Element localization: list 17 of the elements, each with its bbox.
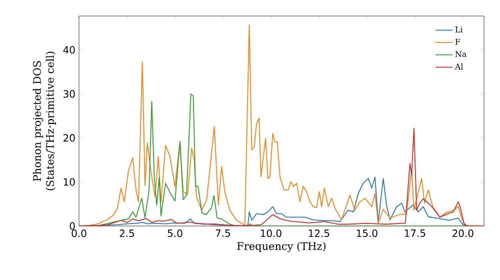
x-tick-label: 7.5	[216, 230, 230, 237]
y-tick-label: 20	[64, 134, 75, 142]
y-tick-label: 40	[63, 46, 75, 54]
x-tick-label: 15.0	[356, 230, 378, 238]
x-tick-label: 17.5	[404, 230, 426, 237]
y-tick-label: 30	[64, 90, 75, 98]
x-tick-label: 5.0	[168, 230, 182, 238]
x-tick-label: 12.5	[308, 230, 330, 238]
x-tick-label: 0.0	[72, 230, 86, 238]
y-axis-title: Phonon projected DOS (States/THz·primitive cell)	[32, 52, 56, 190]
y-tick-label: 0	[70, 222, 75, 230]
x-tick-label: 2.5	[120, 230, 134, 238]
line-series	[79, 128, 484, 226]
y-tick-label: 10	[64, 178, 75, 186]
x-tick-label: 10.0	[260, 230, 282, 238]
x-axis-title: Frequency (THz)	[237, 242, 326, 252]
x-tick-label: 20.0	[452, 230, 474, 238]
